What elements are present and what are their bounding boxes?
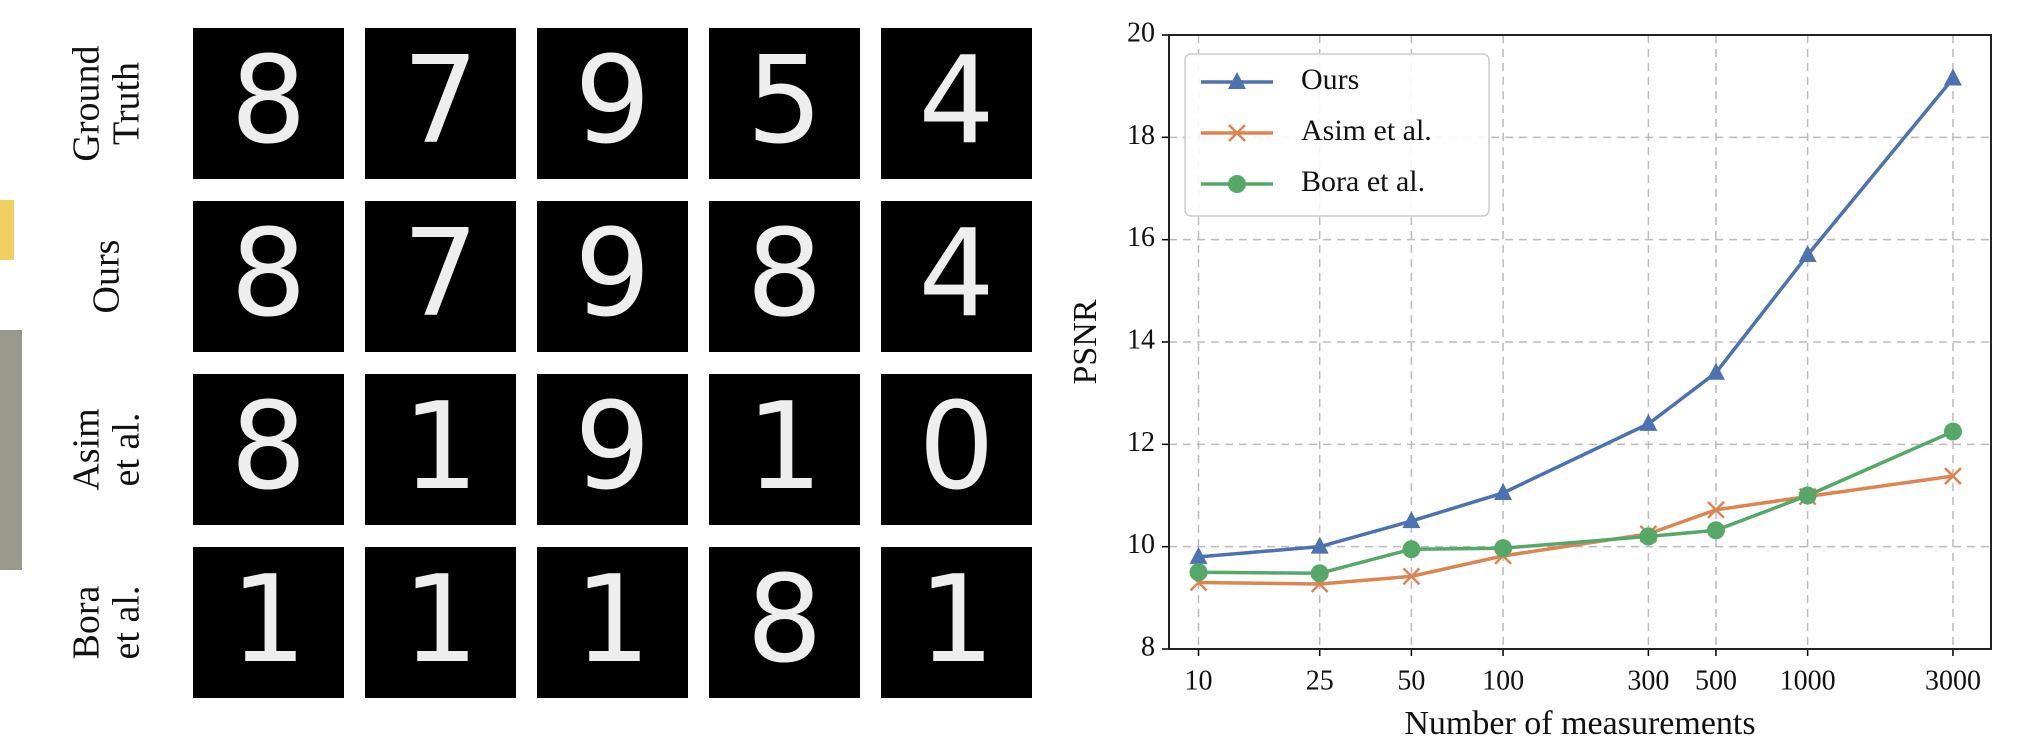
x-tick-label: 100 xyxy=(1482,665,1524,696)
series-line xyxy=(1199,476,1953,584)
x-tick-label: 50 xyxy=(1397,665,1425,696)
x-tick-label: 1000 xyxy=(1780,665,1836,696)
digit: 0 xyxy=(918,378,994,517)
digit: 9 xyxy=(574,32,650,171)
row-label: Asim xyxy=(66,408,108,490)
data-point xyxy=(1639,527,1657,545)
y-tick-label: 14 xyxy=(1127,324,1155,355)
x-axis-label: Number of measurements xyxy=(1404,705,1755,742)
x-tick-label: 10 xyxy=(1185,665,1213,696)
x-tick-label: 25 xyxy=(1306,665,1334,696)
digit: 1 xyxy=(746,378,822,517)
data-point xyxy=(1944,68,1962,85)
data-point xyxy=(1707,521,1725,539)
data-point xyxy=(1639,414,1657,431)
digit: 7 xyxy=(402,32,478,171)
y-tick-label: 10 xyxy=(1127,529,1155,560)
legend-label: Bora et al. xyxy=(1301,165,1425,198)
y-tick-label: 18 xyxy=(1127,120,1155,151)
y-tick-label: 12 xyxy=(1127,427,1155,458)
data-point xyxy=(1799,487,1817,505)
digit: 8 xyxy=(230,32,306,171)
data-point xyxy=(1944,423,1962,441)
legend-marker xyxy=(1228,175,1246,193)
page: 87954GroundTruth87984Ours81910Asimet al.… xyxy=(0,0,2018,743)
digit: 7 xyxy=(402,205,478,344)
y-tick-label: 16 xyxy=(1127,222,1155,253)
digit: 8 xyxy=(746,551,822,690)
digit: 1 xyxy=(402,551,478,690)
data-point xyxy=(1311,564,1329,582)
y-tick-label: 20 xyxy=(1127,17,1155,48)
row-label: et al. xyxy=(106,413,148,487)
digit: 1 xyxy=(918,551,994,690)
data-point xyxy=(1402,540,1420,558)
x-tick-label: 500 xyxy=(1695,665,1737,696)
figure: 87954GroundTruth87984Ours81910Asimet al.… xyxy=(0,0,2018,743)
digit: 1 xyxy=(402,378,478,517)
legend-label: Asim et al. xyxy=(1301,114,1432,147)
y-tick-label: 8 xyxy=(1141,631,1155,662)
row-label: Ground xyxy=(66,45,108,161)
row-label: Bora xyxy=(66,585,108,659)
edge-strip xyxy=(0,200,14,260)
digit: 8 xyxy=(230,378,306,517)
row-label: Ours xyxy=(86,240,128,314)
digit: 8 xyxy=(230,205,306,344)
digit: 5 xyxy=(746,32,822,171)
y-axis-label: PSNR xyxy=(1067,299,1104,384)
edge-strip xyxy=(0,330,22,570)
row-label: et al. xyxy=(106,586,148,660)
digit: 8 xyxy=(746,205,822,344)
data-point xyxy=(1190,563,1208,581)
digit: 9 xyxy=(574,205,650,344)
digit: 4 xyxy=(918,32,994,171)
digit: 1 xyxy=(574,551,650,690)
x-tick-label: 300 xyxy=(1627,665,1669,696)
digit: 9 xyxy=(574,378,650,517)
row-label: Truth xyxy=(106,62,148,145)
digit: 4 xyxy=(918,205,994,344)
digit: 1 xyxy=(230,551,306,690)
legend-label: Ours xyxy=(1301,63,1359,96)
data-point xyxy=(1494,539,1512,557)
x-tick-label: 3000 xyxy=(1925,665,1981,696)
